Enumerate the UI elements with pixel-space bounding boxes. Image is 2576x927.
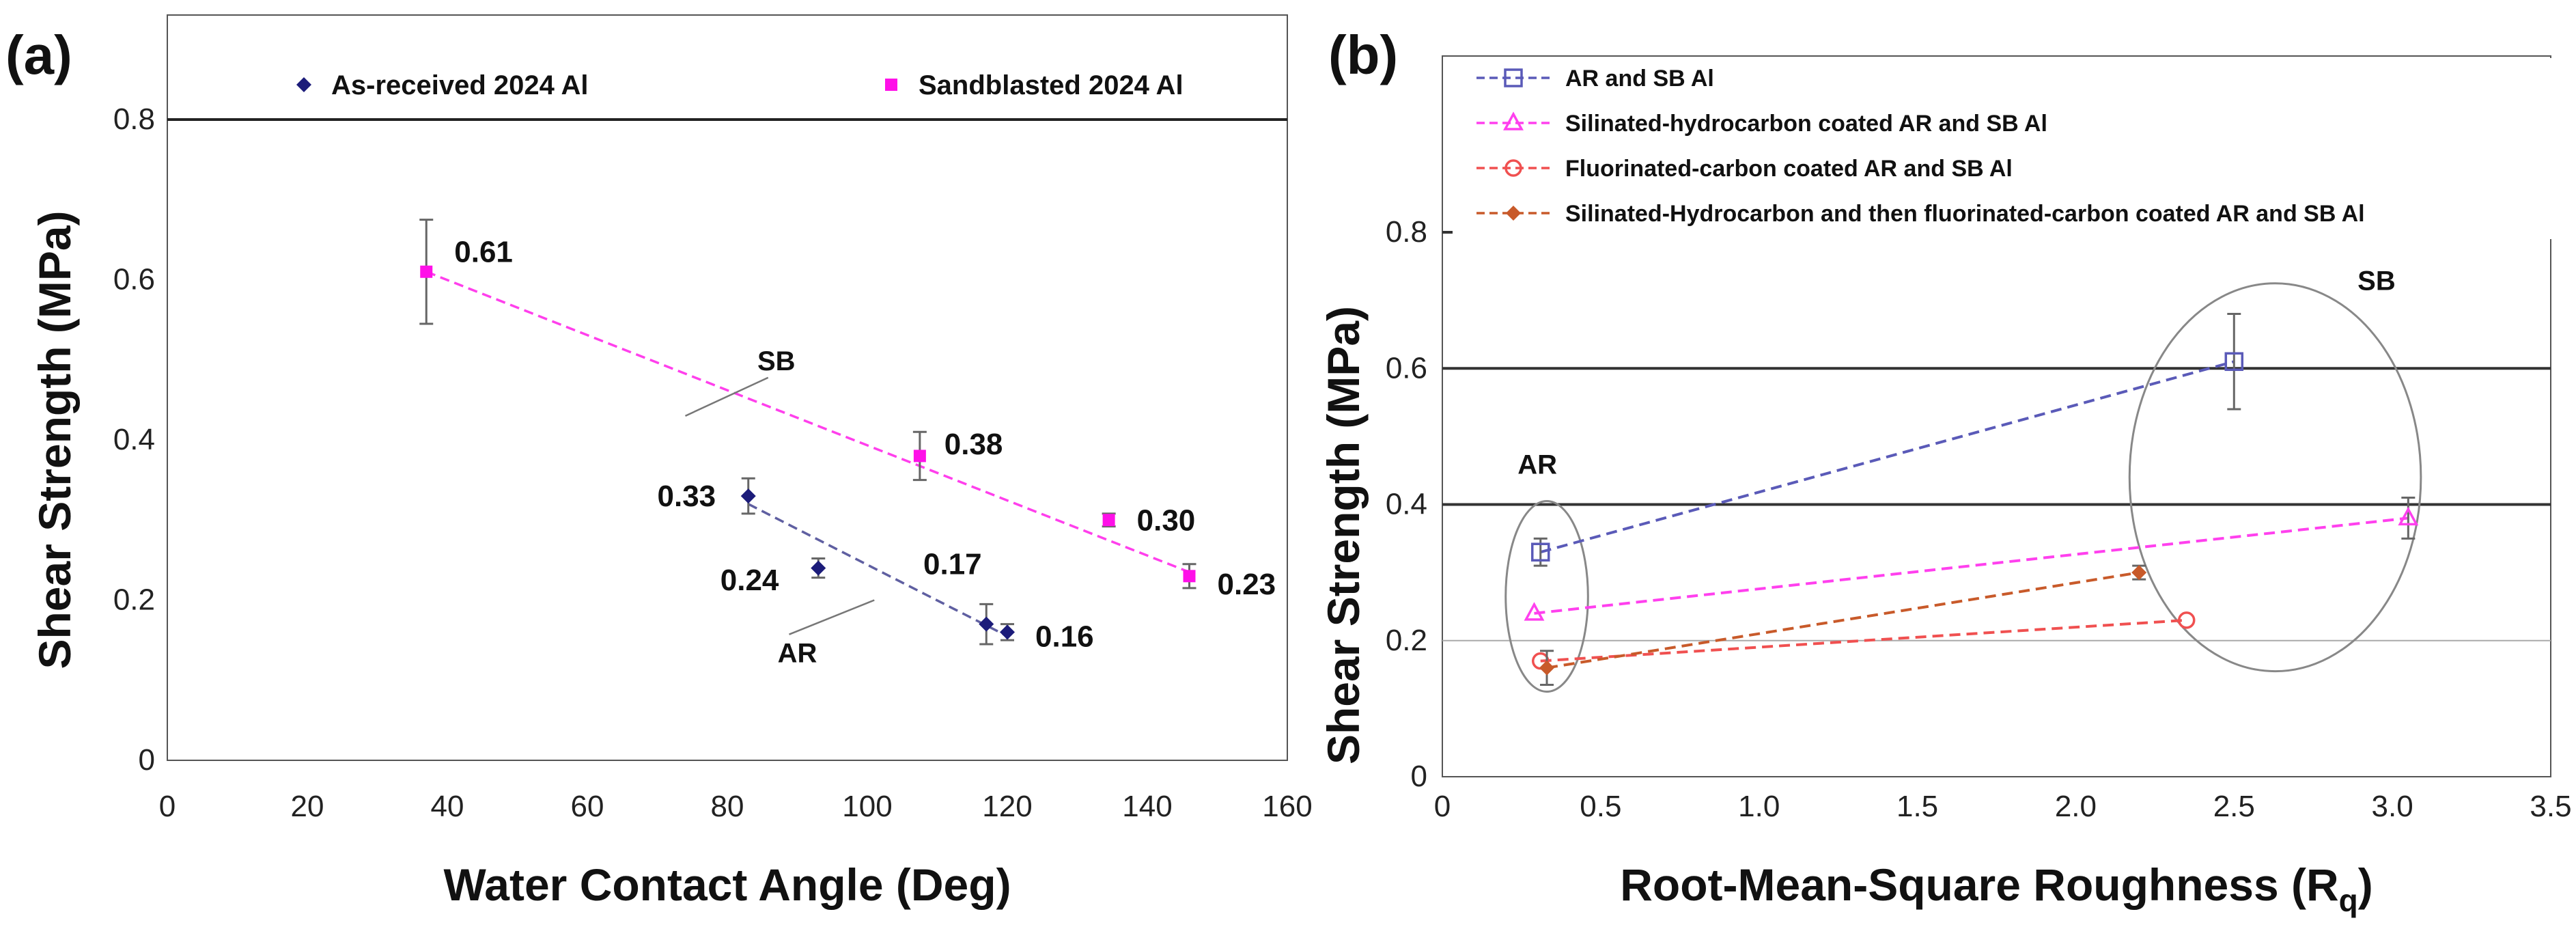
legend-marker-b: [1506, 206, 1521, 221]
data-point-a: [1000, 624, 1015, 640]
series-line-b: [1540, 360, 2235, 554]
data-point-b: [2177, 611, 2196, 629]
x-tick-label-b: 3.0: [2372, 790, 2413, 823]
annotation-a: SB: [757, 346, 796, 376]
series-line-b: [1540, 618, 2187, 663]
x-axis-title-end-b: ): [2358, 859, 2373, 910]
y-tick-label-a: 0.6: [113, 263, 155, 296]
legend-marker-a: [296, 77, 311, 92]
legend-entry-b: Fluorinated-carbon coated AR and SB Al: [1565, 156, 2013, 182]
legend-entry-a: Sandblasted 2024 Al: [919, 70, 1184, 100]
y-tick-label-b: 0.2: [1386, 624, 1427, 657]
data-point-a: [979, 616, 994, 632]
legend-entry-b: Silinated-hydrocarbon coated AR and SB A…: [1565, 111, 2047, 137]
series-line-b: [1534, 516, 2409, 615]
data-point-a: [740, 488, 756, 504]
trend-line-a: [425, 271, 1190, 574]
data-label-a: 0.23: [1218, 568, 1276, 601]
y-tick-label-b: 0: [1411, 760, 1427, 793]
legend-marker-a: [885, 79, 897, 91]
x-tick-label-a: 120: [982, 790, 1032, 823]
panel-label-b: (b): [1328, 25, 1398, 85]
panel-b-chart: 0 0.2 0.4 0.6 0.8 0 0.5 1.0 1.5 2.0 2.5 3.0 3.5 Root-…: [1318, 55, 2572, 918]
group-ellipse-b: [2128, 282, 2422, 673]
data-label-a: 0.38: [944, 428, 1003, 461]
data-point-b: [1539, 660, 1555, 676]
y-tick-label-a: 0.8: [113, 102, 155, 136]
x-tick-label-a: 80: [711, 790, 744, 823]
data-point-a: [1102, 514, 1115, 527]
data-point-b: [1531, 542, 1550, 562]
x-tick-label-a: 0: [159, 790, 176, 823]
data-label-a: 0.24: [720, 564, 779, 597]
group-ellipse-b: [1504, 500, 1589, 693]
x-tick-label-b: 3.5: [2530, 790, 2571, 823]
x-tick-label-b: 0: [1434, 790, 1451, 823]
annotation-leader-a: [684, 376, 769, 417]
legend-entry-b: Silinated-Hydrocarbon and then fluorinat…: [1565, 201, 2365, 227]
x-axis-title-a: Water Contact Angle (Deg): [443, 859, 1011, 910]
data-point-b: [2398, 506, 2419, 526]
panel-a-chart: 0 0.2 0.4 0.6 0.8 0 20 40 60 80 100 120 140 160 Water …: [29, 14, 1313, 910]
y-tick-label-a: 0.4: [113, 423, 155, 456]
x-tick-label-b: 1.0: [1738, 790, 1780, 823]
x-tick-label-a: 20: [291, 790, 324, 823]
y-tick-label-a: 0: [139, 743, 155, 777]
data-point-b: [1524, 602, 1545, 621]
data-point-a: [811, 560, 826, 576]
trend-line-a: [747, 503, 1008, 637]
plot-frame-b: [1442, 55, 2551, 777]
x-tick-label-a: 140: [1122, 790, 1172, 823]
annotation-b: SB: [2357, 266, 2396, 296]
y-tick-label-b: 0.6: [1386, 351, 1427, 385]
x-axis-title-b: Root-Mean-Square Roughness (Rq): [1620, 859, 2372, 918]
x-tick-label-b: 2.0: [2055, 790, 2097, 823]
data-label-a: 0.17: [923, 548, 982, 581]
data-label-a: 0.33: [658, 480, 716, 513]
y-tick-label-b: 0.4: [1386, 488, 1427, 521]
y-tick-label-b: 0.8: [1386, 215, 1427, 249]
x-tick-label-a: 60: [571, 790, 604, 823]
data-point-b: [2224, 352, 2244, 372]
legend-marker-b: [1504, 159, 1522, 177]
x-axis-title-main-b: Root-Mean-Square Roughness (R: [1620, 859, 2338, 910]
panel-label-a: (a): [5, 25, 72, 85]
legend-box-b: [1453, 58, 2559, 239]
x-tick-label-a: 160: [1262, 790, 1312, 823]
x-tick-label-b: 2.5: [2213, 790, 2255, 823]
data-label-a: 0.30: [1137, 503, 1196, 537]
data-point-b: [2131, 565, 2147, 581]
data-point-a: [1183, 570, 1196, 583]
annotation-leader-a: [789, 599, 875, 635]
legend-marker-b: [1503, 111, 1524, 130]
legend-marker-b: [1504, 68, 1523, 87]
x-tick-label-a: 40: [431, 790, 464, 823]
x-axis-title-sub-b: q: [2339, 883, 2358, 918]
legend-entry-a: As-received 2024 Al: [331, 70, 589, 100]
y-axis-title-b: Shear Strength (MPa): [1318, 306, 1369, 764]
data-label-a: 0.61: [454, 235, 513, 268]
series-line-b: [1546, 571, 2140, 669]
data-point-a: [913, 449, 926, 462]
annotation-a: AR: [778, 639, 817, 669]
legend-entry-b: AR and SB Al: [1565, 66, 1714, 92]
x-tick-label-a: 100: [842, 790, 892, 823]
data-label-a: 0.16: [1035, 620, 1094, 653]
y-axis-title-a: Shear Strength (MPa): [29, 210, 80, 669]
plot-frame-a: [167, 14, 1288, 761]
annotation-b: AR: [1517, 450, 1557, 480]
y-tick-label-a: 0.2: [113, 583, 155, 617]
data-point-a: [420, 265, 433, 278]
x-tick-label-b: 0.5: [1580, 790, 1621, 823]
x-tick-label-b: 1.5: [1896, 790, 1938, 823]
